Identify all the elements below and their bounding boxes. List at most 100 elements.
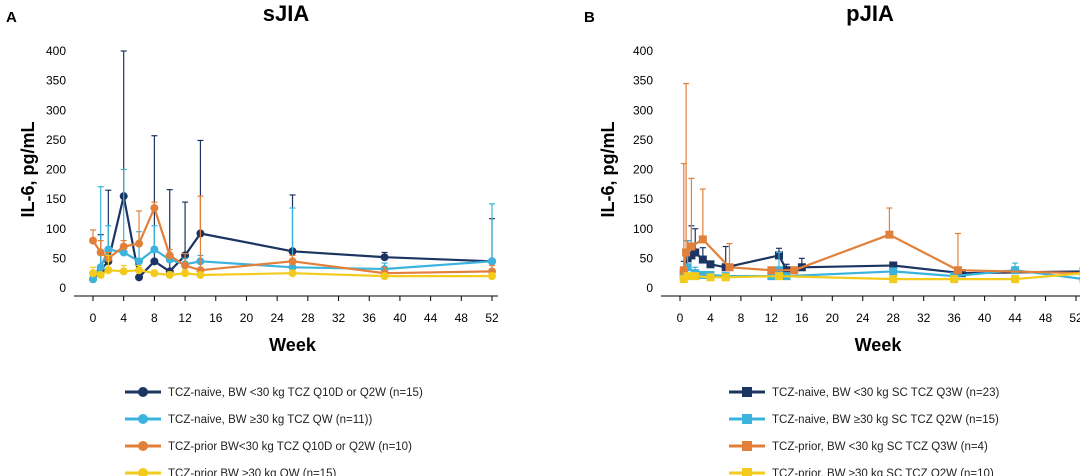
series-3 — [679, 82, 1080, 278]
x-tick-label: 48 — [1039, 311, 1053, 325]
x-tick-label: 4 — [707, 311, 714, 325]
legend-label: TCZ-prior, BW <30 kg SC TCZ Q3W (n=4) — [772, 441, 988, 453]
data-point — [889, 267, 898, 276]
data-point — [135, 273, 144, 282]
x-tick-label: 52 — [485, 311, 499, 325]
y-tick-label: 300 — [46, 103, 66, 117]
data-point — [889, 261, 898, 270]
data-point — [767, 266, 776, 275]
y-tick-label: 350 — [46, 74, 66, 88]
data-point — [119, 267, 128, 276]
legend-swatch-marker — [742, 441, 752, 451]
legend-label: TCZ-naive, BW ≥30 kg SC TCZ Q2W (n=15) — [772, 414, 999, 426]
data-point — [89, 236, 97, 245]
data-point — [790, 266, 799, 275]
legend-swatch-marker — [138, 414, 148, 424]
y-tick-label: 100 — [46, 222, 66, 236]
data-point — [721, 273, 730, 282]
chart-title: pJIA — [846, 1, 894, 26]
y-tick-label: 150 — [46, 192, 66, 206]
x-tick-label: 40 — [978, 311, 992, 325]
legend-swatch-marker — [138, 387, 148, 397]
legend-item: TCZ-naive, BW ≥30 kg SC TCZ Q2W (n=15) — [729, 414, 999, 426]
chart-title: sJIA — [263, 1, 310, 26]
data-point — [119, 248, 128, 257]
y-tick-label: 200 — [633, 163, 653, 177]
data-point — [1011, 275, 1020, 284]
series-4 — [679, 269, 1080, 284]
legend-item: TCZ-naive, BW <30 kg TCZ Q10D or Q2W (n=… — [125, 387, 423, 399]
legend-swatch-marker — [742, 387, 752, 397]
data-point — [150, 245, 159, 254]
legend-item: TCZ-naive, BW <30 kg SC TCZ Q3W (n=23) — [729, 387, 999, 399]
data-point — [950, 275, 959, 284]
legend-item: TCZ-prior BW<30 kg TCZ Q10D or Q2W (n=10… — [125, 441, 412, 453]
x-tick-label: 32 — [917, 311, 931, 325]
legend-swatch-marker — [742, 414, 752, 424]
y-tick-label: 50 — [53, 251, 67, 265]
data-point — [89, 275, 97, 284]
data-point — [196, 270, 205, 279]
legend-label: TCZ-naive, BW <30 kg SC TCZ Q3W (n=23) — [772, 387, 999, 399]
series-1 — [679, 225, 1080, 278]
y-tick-label: 300 — [633, 103, 653, 117]
data-point — [288, 263, 297, 272]
data-point — [725, 263, 734, 272]
y-tick-label: 150 — [633, 192, 653, 206]
data-point — [380, 272, 389, 281]
data-point — [682, 248, 691, 257]
x-tick-label: 16 — [795, 311, 809, 325]
data-point — [288, 269, 297, 278]
x-tick-label: 44 — [1008, 311, 1022, 325]
data-point — [288, 257, 297, 266]
legend-label: TCZ-naive, BW ≥30 kg TCZ QW (n=11)) — [168, 414, 372, 426]
data-point — [488, 257, 496, 266]
data-point — [706, 260, 715, 269]
data-point — [89, 269, 97, 278]
x-axis-label: Week — [269, 335, 317, 355]
x-tick-label: 44 — [424, 311, 438, 325]
y-tick-label: 350 — [633, 74, 653, 88]
series-line — [683, 272, 1080, 281]
data-point — [135, 266, 144, 275]
data-point — [885, 230, 894, 239]
data-point — [150, 257, 159, 266]
data-point — [181, 261, 190, 270]
data-point — [889, 275, 898, 284]
data-point — [691, 272, 700, 281]
data-point — [698, 235, 707, 244]
data-point — [687, 242, 696, 251]
legend-label: TCZ-prior BW ≥30 kg QW (n=15) — [168, 468, 336, 476]
data-point — [698, 270, 707, 279]
series-3 — [89, 195, 496, 278]
x-tick-label: 28 — [301, 311, 315, 325]
y-tick-label: 0 — [646, 281, 653, 295]
data-point — [165, 270, 174, 279]
series-4 — [89, 254, 496, 281]
data-point — [135, 257, 144, 266]
x-tick-label: 4 — [120, 311, 127, 325]
y-tick-label: 250 — [46, 133, 66, 147]
x-tick-label: 8 — [151, 311, 158, 325]
x-axis-label: Week — [855, 335, 903, 355]
x-tick-label: 24 — [270, 311, 284, 325]
y-tick-label: 400 — [46, 44, 66, 58]
data-point — [96, 263, 105, 272]
x-tick-label: 48 — [455, 311, 469, 325]
x-tick-label: 52 — [1069, 311, 1080, 325]
data-point — [698, 255, 707, 264]
data-point — [104, 266, 113, 275]
y-tick-label: 400 — [633, 44, 653, 58]
data-point — [1011, 266, 1020, 275]
legend-swatch-marker — [742, 468, 752, 476]
panel-letter: A — [6, 9, 17, 26]
x-tick-label: 8 — [738, 311, 745, 325]
x-tick-label: 16 — [209, 311, 223, 325]
panel-letter: B — [584, 9, 595, 26]
x-tick-label: 12 — [178, 311, 192, 325]
x-tick-label: 0 — [677, 311, 684, 325]
legend-item: TCZ-prior, BW <30 kg SC TCZ Q3W (n=4) — [729, 441, 988, 453]
data-point — [691, 248, 700, 257]
